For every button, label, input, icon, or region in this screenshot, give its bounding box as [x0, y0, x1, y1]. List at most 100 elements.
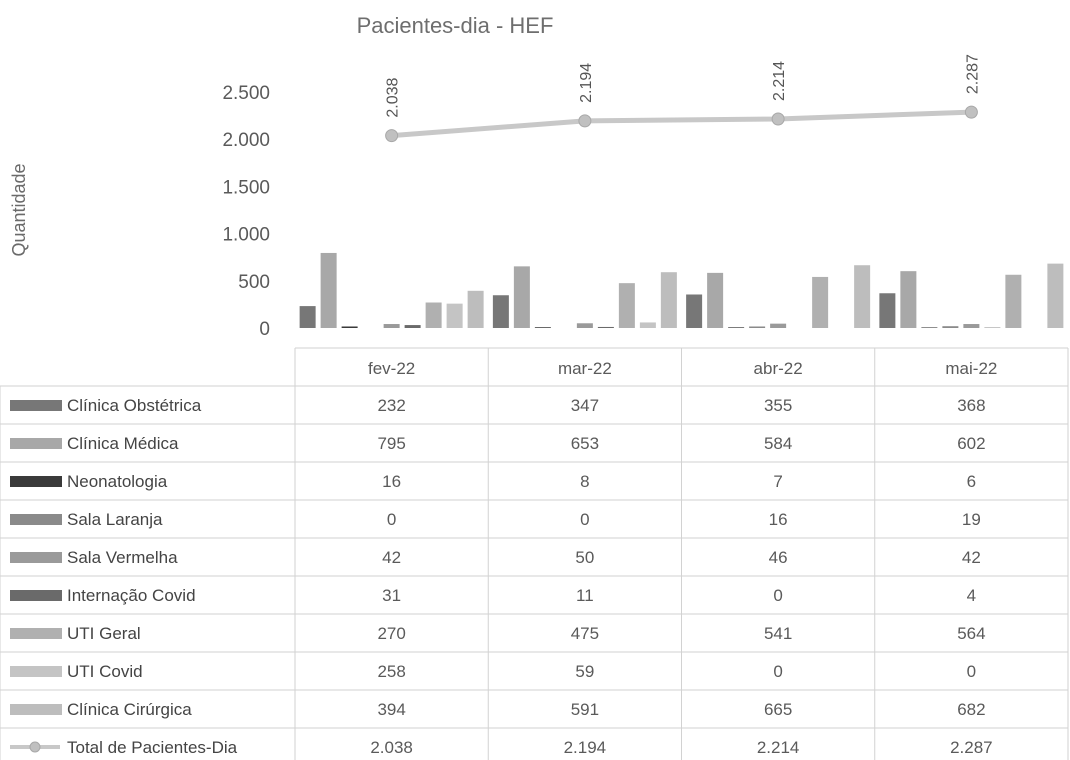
legend-key — [10, 400, 62, 411]
total-data-label: 2.038 — [385, 77, 402, 117]
table-cell: 232 — [377, 396, 405, 415]
table-cell: 602 — [957, 434, 985, 453]
total-point — [771, 112, 785, 126]
table-cell: 16 — [382, 472, 401, 491]
bar-uti-covid — [639, 322, 656, 328]
table-cell: 8 — [580, 472, 589, 491]
chart-title: Pacientes-dia - HEF — [357, 13, 554, 38]
bar-cl-nica-obst-trica — [879, 293, 896, 328]
legend-key — [10, 476, 62, 487]
table-cell: 653 — [571, 434, 599, 453]
bar-interna-o-covid — [597, 326, 614, 328]
legend-key — [10, 438, 62, 449]
total-data-label: 2.194 — [578, 63, 595, 103]
table-cell: 46 — [769, 548, 788, 567]
bar-cl-nica-m-dica — [900, 271, 917, 328]
legend-key — [10, 552, 62, 563]
bar-uti-geral — [618, 283, 635, 328]
series-label: Clínica Cirúrgica — [67, 700, 192, 719]
table-cell: 355 — [764, 396, 792, 415]
table-cell: 475 — [571, 624, 599, 643]
series-label: Sala Vermelha — [67, 548, 178, 567]
table-cell: 368 — [957, 396, 985, 415]
total-point — [385, 129, 399, 143]
table-cell: 0 — [580, 510, 589, 529]
bar-cl-nica-obst-trica — [686, 294, 703, 328]
category-label: fev-22 — [368, 359, 415, 378]
bar-cl-nica-m-dica — [320, 252, 337, 328]
bar-uti-covid — [446, 303, 463, 328]
table-cell: 11 — [576, 586, 594, 605]
table-cell: 347 — [571, 396, 599, 415]
table-cell: 42 — [382, 548, 401, 567]
table-cell: 564 — [957, 624, 985, 643]
table-cell: 19 — [962, 510, 981, 529]
legend-key — [10, 590, 62, 601]
table-cell: 6 — [967, 472, 976, 491]
y-tick-label: 2.000 — [222, 130, 270, 151]
bar-cl-nica-cir-rgica — [467, 290, 484, 328]
table-cell: 2.214 — [757, 738, 800, 757]
bar-uti-geral — [1005, 274, 1022, 328]
legend-key — [10, 628, 62, 639]
table-cell: 42 — [962, 548, 981, 567]
bar-interna-o-covid — [404, 325, 421, 328]
bar-sala-laranja — [942, 326, 959, 328]
y-axis-label: Quantidade — [9, 163, 29, 256]
bar-uti-geral — [425, 302, 442, 328]
y-tick-label: 500 — [238, 272, 270, 293]
series-label: UTI Covid — [67, 662, 143, 681]
category-label: mar-22 — [558, 359, 612, 378]
table-cell: 795 — [377, 434, 405, 453]
series-label: Internação Covid — [67, 586, 196, 605]
series-label: Neonatologia — [67, 472, 168, 491]
bar-uti-geral — [812, 276, 829, 328]
bar-sala-vermelha — [576, 323, 593, 328]
bar-neonatologia — [921, 327, 938, 328]
table-cell: 7 — [773, 472, 782, 491]
table-cell: 31 — [382, 586, 401, 605]
table-cell: 0 — [773, 586, 782, 605]
table-cell: 270 — [377, 624, 405, 643]
table-cell: 665 — [764, 700, 792, 719]
bar-cl-nica-cir-rgica — [1047, 263, 1064, 328]
bar-cl-nica-cir-rgica — [854, 265, 871, 328]
bar-cl-nica-m-dica — [513, 266, 530, 328]
total-line — [391, 109, 972, 139]
series-label: Clínica Médica — [67, 434, 179, 453]
table-cell: 682 — [957, 700, 985, 719]
bar-cl-nica-cir-rgica — [660, 272, 677, 328]
y-tick-label: 0 — [259, 319, 270, 340]
category-label: abr-22 — [754, 359, 803, 378]
legend-key — [10, 704, 62, 715]
series-label: Sala Laranja — [67, 510, 163, 529]
y-tick-label: 1.000 — [222, 225, 270, 246]
table-cell: 541 — [764, 624, 792, 643]
table-cell: 2.038 — [370, 738, 413, 757]
total-point — [578, 114, 592, 128]
legend-line-marker — [29, 741, 41, 753]
table-cell: 591 — [571, 700, 599, 719]
bar-sala-vermelha — [770, 323, 787, 328]
total-data-label: 2.214 — [771, 61, 788, 101]
table-cell: 0 — [387, 510, 396, 529]
total-point — [964, 105, 978, 119]
table-cell: 59 — [575, 662, 594, 681]
bar-cl-nica-m-dica — [707, 272, 724, 328]
table-cell: 394 — [377, 700, 405, 719]
series-label: Clínica Obstétrica — [67, 396, 202, 415]
table-cell: 50 — [575, 548, 594, 567]
bar-sala-vermelha — [963, 324, 980, 328]
total-data-label: 2.287 — [964, 54, 981, 94]
table-cell: 258 — [377, 662, 405, 681]
y-tick-label: 2.500 — [222, 83, 270, 104]
bar-cl-nica-obst-trica — [492, 295, 509, 328]
bar-sala-vermelha — [383, 324, 400, 328]
y-tick-label: 1.500 — [222, 177, 270, 198]
table-cell: 16 — [769, 510, 788, 529]
category-label: mai-22 — [945, 359, 997, 378]
bar-neonatologia — [728, 327, 745, 328]
bar-sala-laranja — [749, 326, 766, 328]
